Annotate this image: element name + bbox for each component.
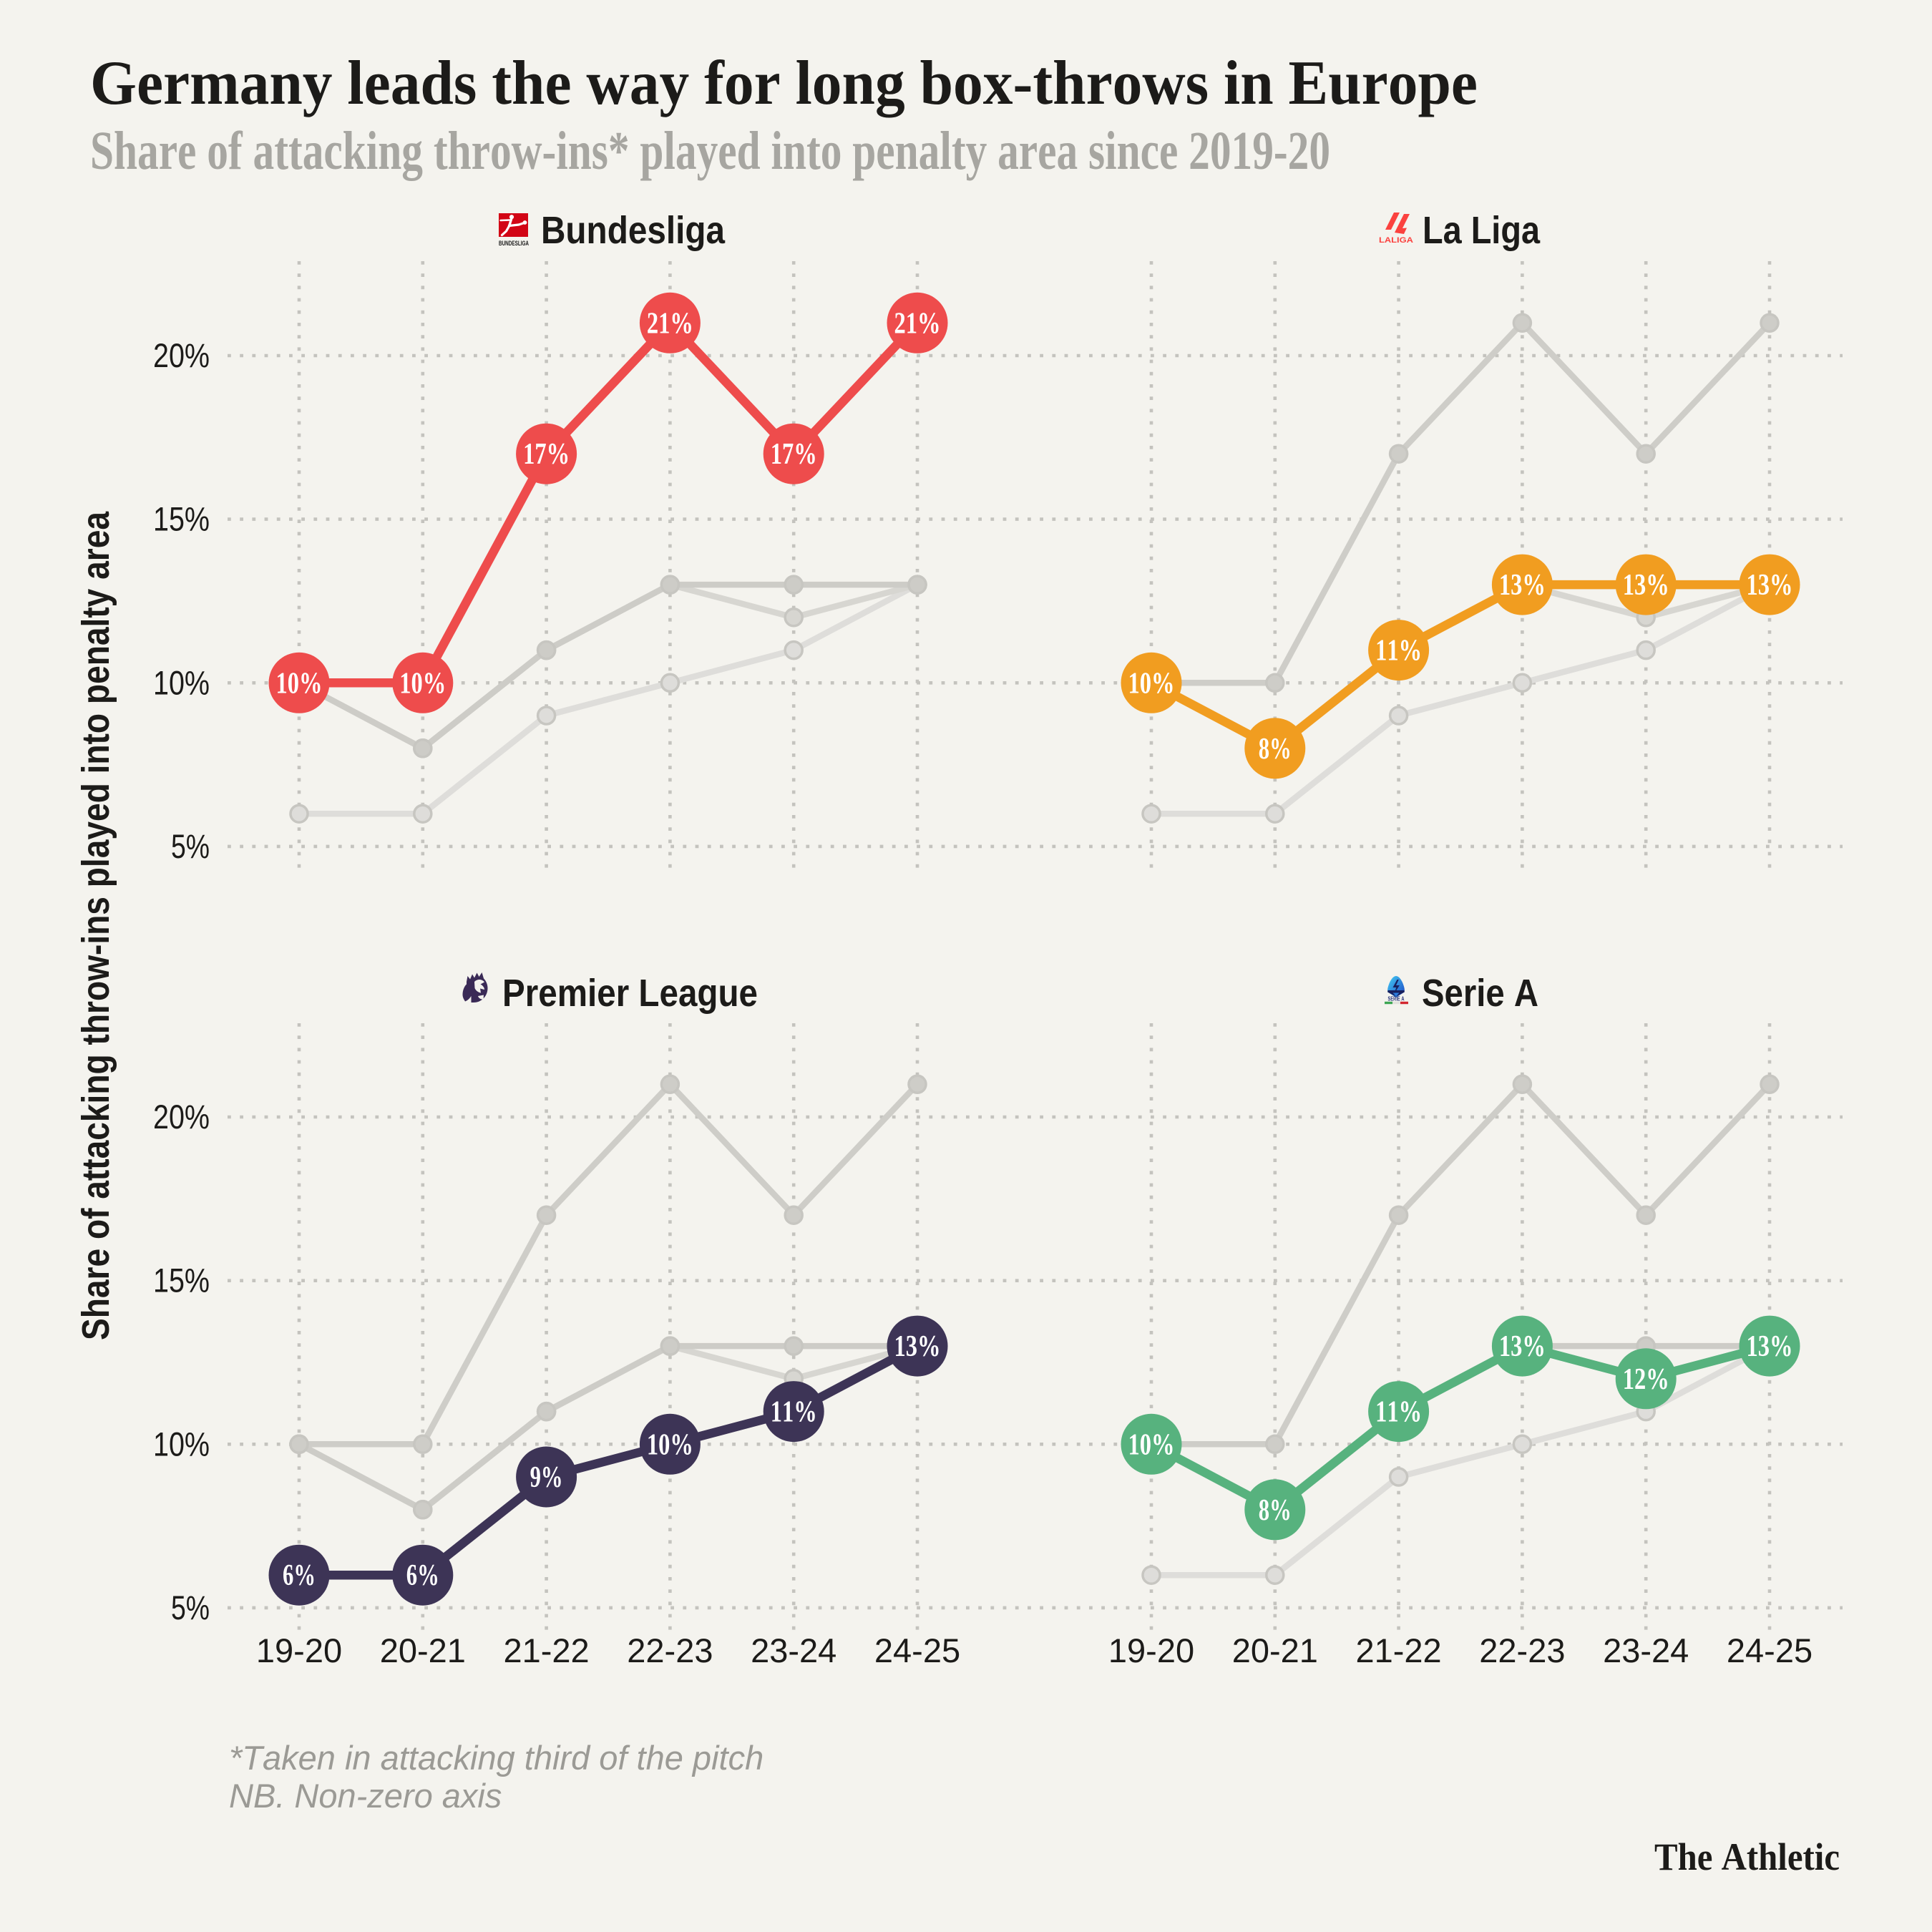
svg-text:11%: 11% xyxy=(1375,1396,1422,1429)
svg-text:10%: 10% xyxy=(1128,667,1175,700)
svg-text:22-23: 22-23 xyxy=(1479,1631,1565,1669)
svg-text:BUNDESLIGA: BUNDESLIGA xyxy=(499,240,529,247)
svg-text:11%: 11% xyxy=(1375,635,1422,668)
svg-text:15%: 15% xyxy=(153,500,210,538)
svg-text:21%: 21% xyxy=(647,307,693,340)
svg-text:10%: 10% xyxy=(399,667,446,700)
svg-text:13%: 13% xyxy=(1747,1330,1793,1363)
svg-text:Germany leads the way for long: Germany leads the way for long box-throw… xyxy=(90,49,1478,118)
svg-text:SERIE A: SERIE A xyxy=(1388,996,1405,1002)
svg-text:15%: 15% xyxy=(153,1262,210,1299)
svg-text:17%: 17% xyxy=(771,438,817,471)
svg-text:23-24: 23-24 xyxy=(751,1631,836,1669)
svg-text:20-21: 20-21 xyxy=(380,1631,466,1669)
svg-text:13%: 13% xyxy=(894,1330,941,1363)
svg-text:NB. Non-zero axis: NB. Non-zero axis xyxy=(229,1777,502,1815)
svg-text:19-20: 19-20 xyxy=(1108,1631,1194,1669)
svg-text:LALIGA: LALIGA xyxy=(1379,236,1413,245)
svg-text:24-25: 24-25 xyxy=(1727,1631,1813,1669)
svg-text:17%: 17% xyxy=(523,438,570,471)
svg-text:Share of attacking throw-ins p: Share of attacking throw-ins played into… xyxy=(74,511,117,1340)
svg-text:Premier League: Premier League xyxy=(502,972,758,1015)
svg-text:6%: 6% xyxy=(283,1559,316,1592)
svg-text:10%: 10% xyxy=(276,667,323,700)
svg-text:20%: 20% xyxy=(153,336,210,374)
svg-text:19-20: 19-20 xyxy=(256,1631,342,1669)
svg-text:8%: 8% xyxy=(1259,733,1292,766)
svg-text:21%: 21% xyxy=(894,307,941,340)
svg-text:La Liga: La Liga xyxy=(1423,209,1541,252)
svg-text:8%: 8% xyxy=(1259,1494,1292,1527)
svg-text:24-25: 24-25 xyxy=(874,1631,960,1669)
svg-text:10%: 10% xyxy=(153,1425,210,1463)
svg-text:13%: 13% xyxy=(1623,569,1669,602)
svg-text:13%: 13% xyxy=(1747,569,1793,602)
svg-text:23-24: 23-24 xyxy=(1603,1631,1689,1669)
svg-text:12%: 12% xyxy=(1623,1363,1669,1396)
svg-text:21-22: 21-22 xyxy=(503,1631,589,1669)
svg-text:13%: 13% xyxy=(1499,1330,1546,1363)
svg-text:10%: 10% xyxy=(153,663,210,701)
svg-text:21-22: 21-22 xyxy=(1355,1631,1441,1669)
svg-text:*Taken in attacking third of t: *Taken in attacking third of the pitch xyxy=(229,1739,763,1777)
svg-text:10%: 10% xyxy=(1128,1428,1175,1461)
svg-text:13%: 13% xyxy=(1499,569,1546,602)
svg-text:Serie A: Serie A xyxy=(1422,972,1538,1015)
svg-text:6%: 6% xyxy=(406,1559,439,1592)
svg-text:5%: 5% xyxy=(171,1589,210,1626)
svg-text:5%: 5% xyxy=(171,827,210,865)
svg-text:Share of attacking throw-ins*: Share of attacking throw-ins* played int… xyxy=(90,121,1330,181)
svg-text:20-21: 20-21 xyxy=(1232,1631,1318,1669)
svg-text:The Athletic: The Athletic xyxy=(1654,1835,1840,1878)
svg-text:9%: 9% xyxy=(530,1461,563,1494)
svg-text:20%: 20% xyxy=(153,1098,210,1136)
svg-text:22-23: 22-23 xyxy=(627,1631,713,1669)
svg-text:11%: 11% xyxy=(771,1396,817,1429)
svg-text:10%: 10% xyxy=(647,1428,693,1461)
svg-text:Bundesliga: Bundesliga xyxy=(541,209,726,252)
